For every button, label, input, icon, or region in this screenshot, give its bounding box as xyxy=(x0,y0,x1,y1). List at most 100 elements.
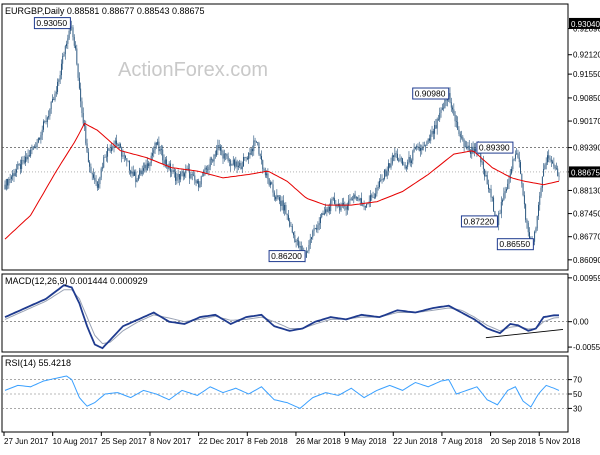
candle-body xyxy=(376,187,378,194)
candle-body xyxy=(189,169,191,179)
candle-body xyxy=(202,175,203,177)
candle-body xyxy=(439,112,441,120)
macd-y-tick-label-1: 0.00 xyxy=(573,318,589,327)
candle-body xyxy=(40,135,42,140)
candle-body xyxy=(96,181,98,188)
candle-body xyxy=(463,139,465,147)
main-moving-average xyxy=(4,122,560,240)
candle-body xyxy=(123,155,125,157)
high-price-box xyxy=(569,17,600,29)
candle-body xyxy=(493,197,495,212)
candle-body xyxy=(49,109,51,117)
candle-body xyxy=(284,205,286,211)
candle-body xyxy=(103,157,105,168)
candle-body xyxy=(16,169,17,173)
candle-body xyxy=(66,43,68,47)
candle-body xyxy=(271,182,273,185)
candle-body xyxy=(294,235,296,243)
x-tick-label-4: 22 Dec 2017 xyxy=(199,437,245,446)
candle-body xyxy=(513,158,515,160)
annotation-box-1 xyxy=(412,87,450,100)
candle-body xyxy=(94,177,96,181)
candle-body xyxy=(114,140,116,144)
candle-body xyxy=(48,116,50,118)
candle-body xyxy=(99,177,101,185)
candle-body xyxy=(89,162,91,167)
candle-body xyxy=(377,187,379,188)
candle-body xyxy=(22,159,24,161)
candle-body xyxy=(341,203,343,206)
candle-body xyxy=(199,184,201,188)
candle-body xyxy=(173,169,175,172)
candle-body xyxy=(44,120,46,122)
candle-body xyxy=(395,153,397,155)
candle-body xyxy=(536,216,538,229)
annotation-label-0: 0.93050 xyxy=(36,18,67,28)
candle-body xyxy=(177,174,179,178)
candle-body xyxy=(134,171,135,176)
candle-body xyxy=(547,155,548,163)
candle-body xyxy=(52,99,53,102)
candle-body xyxy=(135,171,137,182)
main-y-tick-label-1: 0.92120 xyxy=(573,51,600,60)
candle-body xyxy=(137,175,139,180)
candle-body xyxy=(262,160,264,170)
candle-body xyxy=(473,148,475,153)
candle-body xyxy=(54,93,56,100)
candle-body xyxy=(184,173,185,177)
candle-body xyxy=(46,117,48,123)
candle-body xyxy=(107,148,109,157)
candle-body xyxy=(32,146,34,150)
rsi-line xyxy=(4,375,560,409)
x-tick-label-9: 7 Aug 2018 xyxy=(442,437,483,446)
candle-body xyxy=(309,239,311,246)
high-price-label: 0.93040 xyxy=(571,20,600,29)
candle-body xyxy=(55,91,57,94)
candle-body xyxy=(100,168,102,178)
candle-body xyxy=(77,63,79,78)
candle-body xyxy=(182,171,184,177)
candle-body xyxy=(467,145,469,149)
x-tick-label-7: 9 May 2018 xyxy=(345,437,387,446)
candle-body xyxy=(230,160,232,166)
macd-label: MACD(12,26,9) 0.001444 0.000929 xyxy=(5,276,148,286)
main-y-tick-label-10: 0.86090 xyxy=(573,256,600,265)
annotation-label-3: 0.87220 xyxy=(463,216,494,226)
candle-body xyxy=(375,193,377,198)
candle-body xyxy=(508,178,510,184)
candle-body xyxy=(81,101,83,113)
candle-body xyxy=(541,176,543,188)
candle-body xyxy=(218,145,220,147)
candle-body xyxy=(84,123,85,127)
candle-body xyxy=(154,142,156,151)
candle-body xyxy=(366,203,368,208)
candle-body xyxy=(327,207,329,212)
candle-body xyxy=(359,198,361,201)
candle-body xyxy=(554,166,556,169)
candle-body xyxy=(330,200,332,212)
candle-body xyxy=(162,149,164,161)
candle-body xyxy=(63,54,65,56)
candle-body xyxy=(21,159,23,170)
candle-body xyxy=(231,164,233,166)
candle-body xyxy=(449,93,451,103)
candle-body xyxy=(217,145,219,151)
candle-body xyxy=(316,228,318,230)
main-candles xyxy=(4,20,560,263)
candle-body xyxy=(261,156,262,161)
macd-lines xyxy=(4,284,564,350)
candle-body xyxy=(73,37,75,46)
rsi-y-tick-label-1: 50 xyxy=(573,390,582,399)
candle-body xyxy=(352,198,353,200)
candle-body xyxy=(71,26,73,28)
candle-body xyxy=(507,183,509,190)
candle-body xyxy=(131,171,133,174)
candle-body xyxy=(427,138,429,142)
x-tick-label-2: 25 Sep 2017 xyxy=(101,437,147,446)
candle-body xyxy=(67,38,69,44)
candle-body xyxy=(275,197,277,200)
candle-body xyxy=(145,164,147,171)
candle-body xyxy=(140,170,142,175)
candle-body xyxy=(394,153,396,158)
candle-body xyxy=(459,133,461,138)
